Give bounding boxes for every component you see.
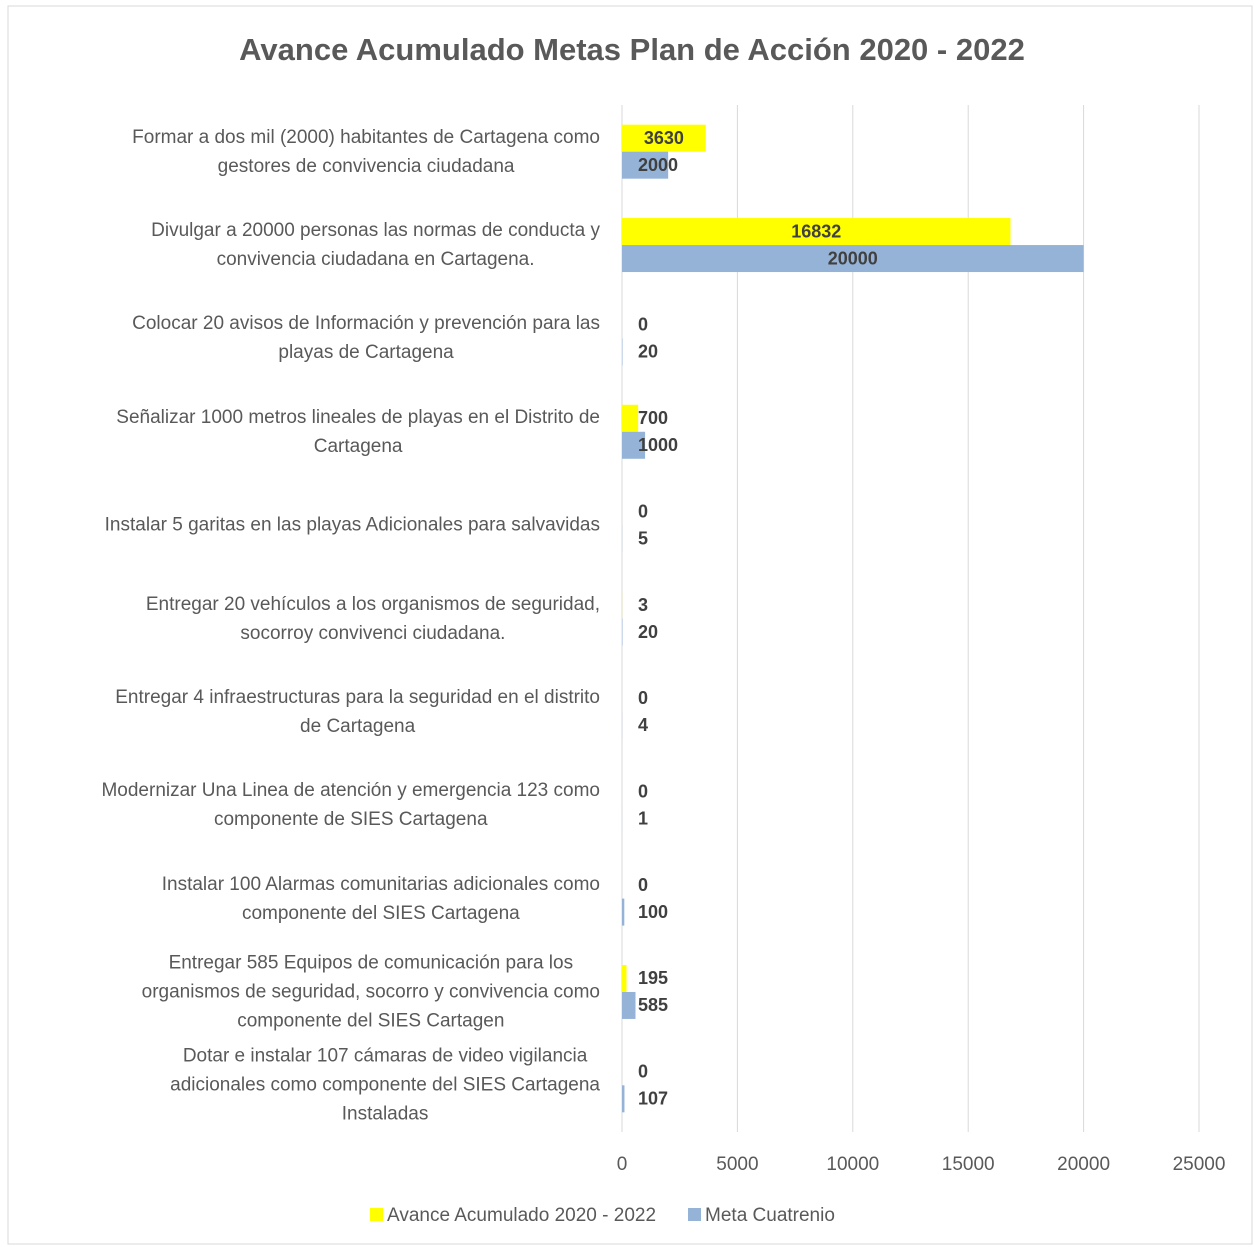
x-tick-label: 15000	[942, 1154, 995, 1175]
data-label: 195	[638, 968, 668, 988]
y-tick-label: Entregar 20 vehículos a los organismos d…	[145, 593, 600, 644]
y-tick-label: Colocar 20 avisos de Información y preve…	[132, 313, 600, 364]
data-label: 20000	[828, 248, 878, 268]
bar	[622, 1085, 625, 1113]
data-label: 1	[638, 808, 648, 828]
data-label: 0	[638, 688, 648, 708]
legend-swatch	[370, 1208, 383, 1221]
chart-title: Avance Acumulado Metas Plan de Acción 20…	[239, 32, 1025, 67]
data-label: 0	[638, 1062, 648, 1082]
data-label: 0	[638, 875, 648, 895]
y-tick-label: Instalar 100 Alarmas comunitarias adicio…	[161, 873, 600, 924]
bar	[622, 404, 639, 432]
y-tick-label: Señalizar 1000 metros lineales de playas…	[116, 406, 600, 457]
bar	[622, 245, 1084, 273]
data-label: 0	[638, 501, 648, 521]
data-label: 2000	[638, 155, 678, 175]
y-tick-label: Entregar 4 infraestructuras para la segu…	[115, 686, 600, 737]
data-label: 3630	[644, 128, 684, 148]
data-label: 20	[638, 622, 658, 642]
bar	[622, 431, 646, 459]
data-label: 20	[638, 342, 658, 362]
data-label: 0	[638, 781, 648, 801]
data-label: 107	[638, 1089, 668, 1109]
data-label: 16832	[791, 221, 841, 241]
data-label: 585	[638, 995, 668, 1015]
data-label: 1000	[638, 435, 678, 455]
y-tick-label: Entregar 585 Equipos de comunicación par…	[141, 952, 600, 1032]
legend-label: Meta Cuatrenio	[705, 1205, 835, 1226]
data-label: 0	[638, 315, 648, 335]
y-tick-label: Divulgar a 20000 personas las normas de …	[151, 220, 600, 271]
x-tick-label: 10000	[826, 1154, 879, 1175]
data-label: 100	[638, 902, 668, 922]
legend-label: Avance Acumulado 2020 - 2022	[387, 1205, 656, 1226]
bar	[622, 898, 625, 926]
data-label: 700	[638, 408, 668, 428]
chart-border	[7, 5, 1253, 1245]
x-tick-label: 20000	[1057, 1154, 1110, 1175]
x-tick-label: 25000	[1173, 1154, 1226, 1175]
bar	[622, 151, 669, 179]
bar	[622, 218, 1011, 246]
bar	[622, 964, 627, 992]
bar	[622, 991, 636, 1019]
y-tick-label: Dotar e instalar 107 cámaras de video vi…	[170, 1045, 600, 1125]
y-tick-label: Formar a dos mil (2000) habitantes de Ca…	[132, 126, 600, 177]
data-label: 4	[638, 715, 648, 735]
y-tick-label: Instalar 5 garitas en las playas Adicion…	[104, 514, 600, 536]
legend-swatch	[688, 1208, 702, 1221]
data-label: 3	[638, 595, 648, 615]
bar	[622, 124, 706, 152]
x-tick-label: 0	[617, 1154, 628, 1175]
y-tick-label: Modernizar Una Linea de atención y emerg…	[101, 780, 600, 831]
data-label: 5	[638, 528, 648, 548]
x-tick-label: 5000	[716, 1154, 758, 1175]
